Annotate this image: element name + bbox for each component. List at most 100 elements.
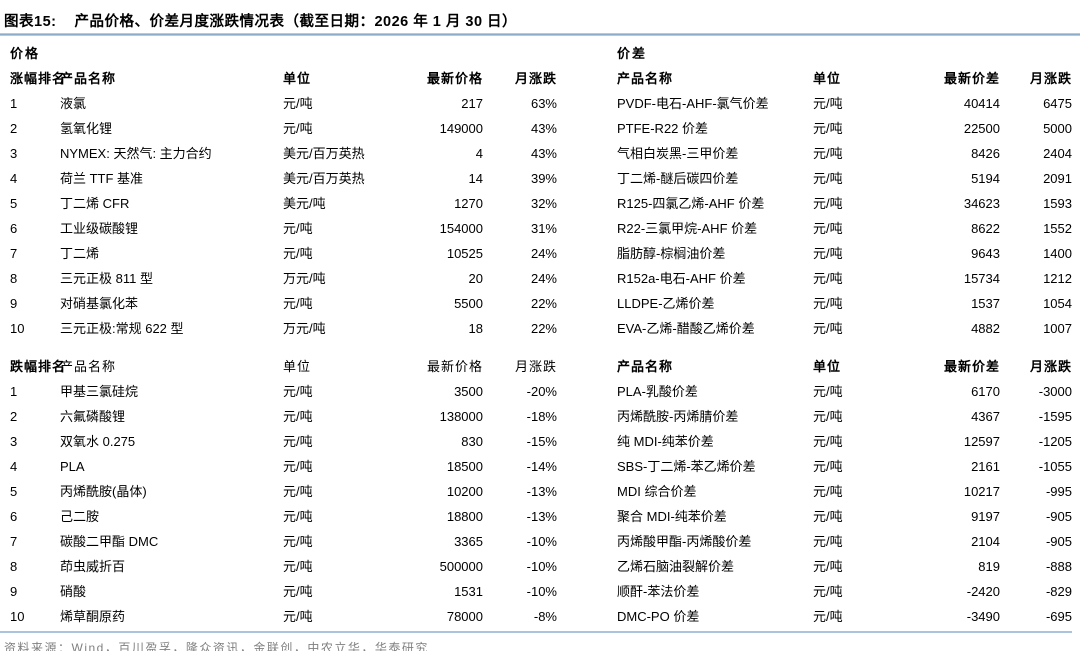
product-name-cell: R152a-电石-AHF 价差 — [617, 271, 746, 286]
product-name-cell: EVA-乙烯-醋酸乙烯价差 — [617, 321, 755, 336]
spread-gainer-row: 脂肪醇-棕榈油价差 元/吨 9643 1400 — [617, 241, 1072, 266]
monthly-change-cell: 1552 — [1043, 221, 1072, 236]
spread-section-heading: 价差 — [617, 46, 648, 61]
price-section-heading: 价格 — [10, 46, 41, 61]
price-gainer-row: 5 丁二烯 CFR 美元/吨 1270 32% — [10, 191, 557, 216]
product-name-cell: 丁二烯 — [60, 246, 100, 261]
monthly-change-cell: -13% — [526, 509, 557, 524]
rank-cell: 9 — [10, 296, 18, 311]
spread-column: 价差 产品名称 单位 最新价差 月涨跌 PVDF-电石-AHF-氯气价差 元/吨… — [617, 42, 1072, 629]
unit-cell: 元/吨 — [813, 196, 843, 211]
monthly-change-cell: 1400 — [1043, 246, 1072, 261]
col-header-unit: 单位 — [283, 71, 312, 86]
monthly-change-cell: 39% — [530, 171, 557, 186]
latest-spread-cell: 2161 — [971, 459, 1000, 474]
unit-cell: 元/吨 — [813, 271, 843, 286]
latest-price-cell: 217 — [461, 96, 483, 111]
latest-spread-cell: 22500 — [963, 121, 1000, 136]
latest-price-cell: 3365 — [454, 534, 483, 549]
latest-price-cell: 20 — [468, 271, 483, 286]
price-loser-row: 2 六氟磷酸锂 元/吨 138000 -18% — [10, 404, 557, 429]
unit-cell: 元/吨 — [813, 146, 843, 161]
rank-cell: 4 — [10, 459, 18, 474]
spread-gainers-body: PVDF-电石-AHF-氯气价差 元/吨 40414 6475 PTFE-R22… — [617, 91, 1072, 341]
latest-price-cell: 4 — [475, 146, 483, 161]
product-name-cell: R22-三氯甲烷-AHF 价差 — [617, 221, 758, 236]
rank-cell: 3 — [10, 146, 18, 161]
latest-price-cell: 500000 — [439, 559, 483, 574]
tables-area: 价格 涨幅排名 产品名称 单位 最新价格 月涨跌 1 液氯 元/吨 217 63… — [0, 42, 1080, 629]
monthly-change-cell: -20% — [526, 384, 557, 399]
latest-spread-cell: 8622 — [971, 221, 1000, 236]
product-name-cell: 碳酸二甲酯 DMC — [60, 534, 159, 549]
col-header-product: 产品名称 — [60, 359, 117, 374]
spread-gainer-row: 气相白炭黑-三甲价差 元/吨 8426 2404 — [617, 141, 1072, 166]
latest-price-cell: 830 — [461, 434, 483, 449]
unit-cell: 元/吨 — [813, 434, 843, 449]
product-name-cell: 丙烯酰胺(晶体) — [60, 484, 147, 499]
col-header-product: 产品名称 — [60, 71, 117, 86]
latest-spread-cell: 5194 — [971, 171, 1000, 186]
spread-loser-row: MDI 综合价差 元/吨 10217 -995 — [617, 479, 1072, 504]
monthly-change-cell: 1212 — [1043, 271, 1072, 286]
unit-cell: 元/吨 — [813, 121, 843, 136]
product-name-cell: 三元正极:常规 622 型 — [60, 321, 184, 336]
unit-cell: 元/吨 — [283, 609, 313, 624]
monthly-change-cell: -13% — [526, 484, 557, 499]
product-name-cell: 聚合 MDI-纯苯价差 — [617, 509, 727, 524]
monthly-change-cell: 2091 — [1043, 171, 1072, 186]
rank-cell: 8 — [10, 559, 18, 574]
col-header-unit: 单位 — [283, 359, 312, 374]
unit-cell: 元/吨 — [813, 484, 843, 499]
price-loser-row: 3 双氧水 0.275 元/吨 830 -15% — [10, 429, 557, 454]
col-header-latest-price: 最新价格 — [426, 71, 483, 86]
price-gainer-row: 7 丁二烯 元/吨 10525 24% — [10, 241, 557, 266]
latest-spread-cell: 9643 — [971, 246, 1000, 261]
spread-loser-row: SBS-丁二烯-苯乙烯价差 元/吨 2161 -1055 — [617, 454, 1072, 479]
unit-cell: 元/吨 — [283, 409, 313, 424]
spread-gainer-row: PVDF-电石-AHF-氯气价差 元/吨 40414 6475 — [617, 91, 1072, 116]
latest-spread-cell: 4367 — [971, 409, 1000, 424]
monthly-change-cell: -18% — [526, 409, 557, 424]
spread-gainer-row: LLDPE-乙烯价差 元/吨 1537 1054 — [617, 291, 1072, 316]
product-name-cell: R125-四氯乙烯-AHF 价差 — [617, 196, 765, 211]
unit-cell: 元/吨 — [283, 534, 313, 549]
product-name-cell: 丙烯酸甲酯-丙烯酸价差 — [617, 534, 752, 549]
latest-spread-cell: 15734 — [963, 271, 1000, 286]
product-name-cell: 六氟磷酸锂 — [60, 409, 126, 424]
rank-cell: 2 — [10, 409, 18, 424]
title-underline — [0, 33, 1080, 36]
price-column: 价格 涨幅排名 产品名称 单位 最新价格 月涨跌 1 液氯 元/吨 217 63… — [10, 42, 557, 629]
product-name-cell: 液氯 — [60, 96, 87, 111]
monthly-change-cell: -3000 — [1038, 384, 1072, 399]
rank-cell: 8 — [10, 271, 18, 286]
latest-spread-cell: 10217 — [963, 484, 1000, 499]
unit-cell: 元/吨 — [813, 509, 843, 524]
product-name-cell: PTFE-R22 价差 — [617, 121, 709, 136]
unit-cell: 元/吨 — [283, 484, 313, 499]
price-gainer-row: 8 三元正极 811 型 万元/吨 20 24% — [10, 266, 557, 291]
col-header-product: 产品名称 — [617, 359, 674, 374]
unit-cell: 元/吨 — [283, 584, 313, 599]
unit-cell: 万元/吨 — [283, 321, 326, 336]
spread-loser-row: 顺酐-苯法价差 元/吨 -2420 -829 — [617, 579, 1072, 604]
col-header-rank-up: 涨幅排名 — [10, 71, 67, 86]
spread-loser-row: PLA-乳酸价差 元/吨 6170 -3000 — [617, 379, 1072, 404]
latest-price-cell: 10525 — [446, 246, 483, 261]
product-name-cell: 乙烯石脑油裂解价差 — [617, 559, 735, 574]
latest-spread-cell: 6170 — [971, 384, 1000, 399]
price-gainers-header: 涨幅排名 产品名称 单位 最新价格 月涨跌 — [10, 66, 557, 91]
price-gainers-body: 1 液氯 元/吨 217 63% 2 氢氧化锂 元/吨 149000 43% — [10, 91, 557, 341]
latest-spread-cell: -2420 — [966, 584, 1000, 599]
unit-cell: 元/吨 — [283, 221, 313, 236]
latest-price-cell: 10200 — [446, 484, 483, 499]
monthly-change-cell: 2404 — [1043, 146, 1072, 161]
col-header-monthly-change: 月涨跌 — [514, 359, 557, 374]
monthly-change-cell: 32% — [530, 196, 557, 211]
rank-cell: 10 — [10, 609, 25, 624]
price-loser-row: 10 烯草酮原药 元/吨 78000 -8% — [10, 604, 557, 629]
product-name-cell: DMC-PO 价差 — [617, 609, 700, 624]
monthly-change-cell: 22% — [530, 296, 557, 311]
latest-price-cell: 149000 — [439, 121, 483, 136]
